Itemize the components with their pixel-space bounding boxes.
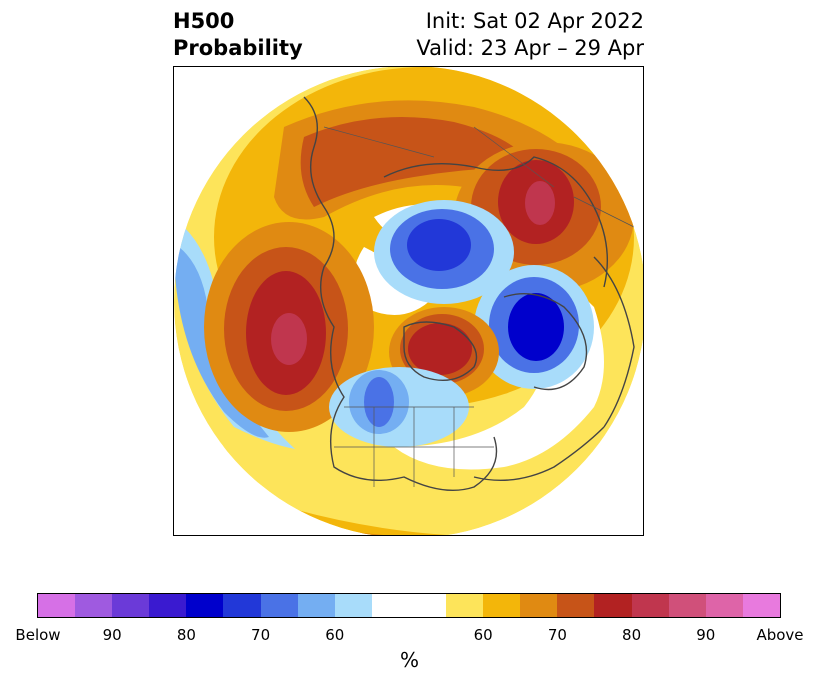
colorbar-segment: [742, 594, 780, 617]
canada-below-80: [364, 377, 394, 427]
colorbar-segment: [334, 594, 372, 617]
colorbar-segment: [557, 594, 595, 617]
colorbar-tick-label: 80: [622, 626, 642, 644]
colorbar-segment: [594, 594, 632, 617]
colorbar-tick-label: 70: [251, 626, 271, 644]
neutral-gap-south: [174, 397, 643, 535]
colorbar-segment: [223, 594, 261, 617]
colorbar: [37, 593, 781, 618]
colorbar-tick-label: 60: [325, 626, 345, 644]
alaska-above-90: [271, 313, 307, 365]
init-date-label: Init: Sat 02 Apr 2022: [425, 9, 644, 33]
colorbar-segment: [149, 594, 187, 617]
colorbar-unit-label: %: [399, 648, 419, 672]
chart-title-left: H500 Probability: [173, 8, 303, 62]
atlantic-below-80: [508, 293, 564, 361]
colorbar-segment: [186, 594, 224, 617]
colorbar-tick-label: 60: [473, 626, 493, 644]
probability-map: [173, 66, 644, 536]
colorbar-segment: [112, 594, 150, 617]
colorbar-tick-labels: Below 90 80 70 60 60 70 80 90 Above: [0, 626, 819, 646]
colorbar-segment: [520, 594, 558, 617]
colorbar-segment: [446, 594, 484, 617]
coastlines: [303, 96, 635, 492]
colorbar-tick-label: Below: [15, 626, 61, 644]
colorbar-segment: [668, 594, 706, 617]
map-canvas: [174, 67, 643, 535]
scandinavia-above-90: [525, 181, 555, 225]
colorbar-segment: [408, 594, 447, 617]
colorbar-segment: [371, 594, 409, 617]
greenland-above-80: [408, 323, 472, 375]
colorbar-segment: [260, 594, 298, 617]
colorbar-tick-label: 70: [547, 626, 567, 644]
product-label: Probability: [173, 36, 303, 60]
colorbar-segment: [631, 594, 669, 617]
colorbar-segment: [297, 594, 335, 617]
colorbar-segment: [705, 594, 743, 617]
colorbar-tick-label: Above: [756, 626, 804, 644]
arctic-below-80: [407, 219, 471, 271]
pacific-below-inner: [174, 247, 269, 438]
valid-range-label: Valid: 23 Apr – 29 Apr: [416, 36, 644, 60]
variable-label: H500: [173, 9, 235, 33]
colorbar-tick-label: 80: [176, 626, 196, 644]
colorbar-segment: [75, 594, 113, 617]
colorbar-segment: [483, 594, 521, 617]
chart-title-right: Init: Sat 02 Apr 2022 Valid: 23 Apr – 29…: [416, 8, 644, 62]
siberia-above-70: [300, 117, 534, 207]
colorbar-tick-label: 90: [696, 626, 716, 644]
colorbar-segment: [38, 594, 76, 617]
colorbar-tick-label: 90: [102, 626, 122, 644]
pacific-below-anomaly: [174, 227, 304, 459]
